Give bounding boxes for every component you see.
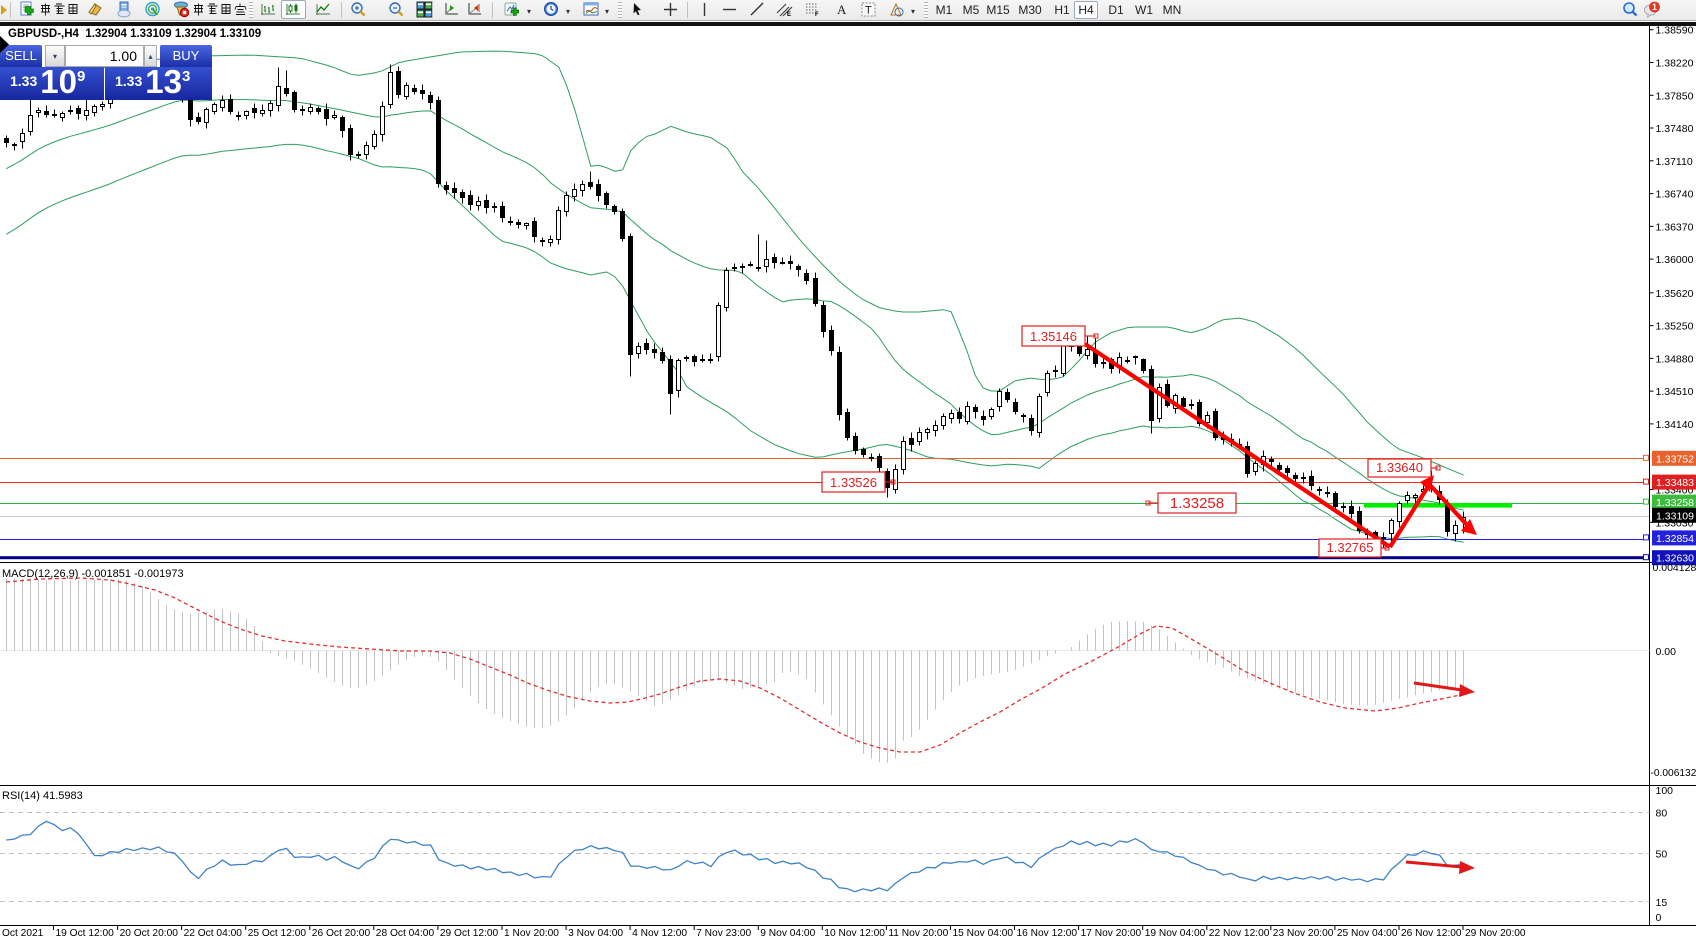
svg-text:MACD(12,26,9) -0.001851 -0.001: MACD(12,26,9) -0.001851 -0.001973	[2, 568, 184, 580]
svg-text:100: 100	[1656, 785, 1674, 797]
svg-text:0.004128: 0.004128	[1653, 562, 1696, 574]
svg-text:1.36370: 1.36370	[1656, 221, 1694, 233]
svg-text:23 Nov 20:00: 23 Nov 20:00	[1273, 928, 1334, 939]
svg-text:RSI(14) 41.5983: RSI(14) 41.5983	[2, 790, 83, 802]
svg-text:E: E	[787, 12, 791, 18]
svg-text:22 Nov 12:00: 22 Nov 12:00	[1209, 928, 1270, 939]
svg-text:50: 50	[1656, 849, 1668, 861]
svg-text:26 Nov 12:00: 26 Nov 12:00	[1401, 928, 1462, 939]
svg-text:3 Nov 04:00: 3 Nov 04:00	[568, 928, 623, 939]
svg-text:T: T	[865, 5, 872, 17]
svg-text:25 Oct 12:00: 25 Oct 12:00	[248, 928, 307, 939]
svg-text:A: A	[837, 2, 847, 17]
svg-text:0: 0	[1656, 912, 1662, 924]
svg-text:19 Oct 12:00: 19 Oct 12:00	[56, 928, 115, 939]
svg-text:7 Nov 23:00: 7 Nov 23:00	[696, 928, 751, 939]
svg-text:11 Nov 20:00: 11 Nov 20:00	[888, 928, 948, 939]
svg-text:1.35146: 1.35146	[1030, 329, 1077, 344]
svg-text:1.35250: 1.35250	[1656, 321, 1694, 333]
svg-text:1.33752: 1.33752	[1656, 453, 1694, 465]
svg-text:1: 1	[1652, 2, 1657, 12]
svg-text:1.33640: 1.33640	[1376, 460, 1423, 475]
svg-text:1.33258: 1.33258	[1656, 497, 1694, 509]
svg-text:1.35620: 1.35620	[1656, 288, 1694, 300]
svg-text:19 Nov 04:00: 19 Nov 04:00	[1145, 928, 1206, 939]
svg-text:1.37480: 1.37480	[1656, 123, 1694, 135]
svg-text:20 Oct 20:00: 20 Oct 20:00	[120, 928, 179, 939]
svg-text:80: 80	[1656, 808, 1668, 820]
svg-text:28 Oct 04:00: 28 Oct 04:00	[376, 928, 435, 939]
svg-text:16 Nov 12:00: 16 Nov 12:00	[1017, 928, 1078, 939]
svg-text:1.33483: 1.33483	[1656, 477, 1694, 489]
svg-text:1.34880: 1.34880	[1656, 353, 1694, 365]
svg-text:29 Oct 12:00: 29 Oct 12:00	[440, 928, 499, 939]
svg-text:1.32765: 1.32765	[1327, 540, 1374, 555]
svg-text:1.32854: 1.32854	[1656, 533, 1694, 545]
svg-text:1.36740: 1.36740	[1656, 189, 1694, 201]
svg-text:9 Nov 04:00: 9 Nov 04:00	[760, 928, 815, 939]
svg-text:1.32630: 1.32630	[1656, 553, 1694, 565]
svg-text:1 Nov 20:00: 1 Nov 20:00	[504, 928, 559, 939]
svg-text:1.33258: 1.33258	[1170, 495, 1224, 512]
svg-text:1.34140: 1.34140	[1656, 419, 1694, 431]
svg-text:0.00: 0.00	[1656, 646, 1677, 658]
svg-text:17 Nov 20:00: 17 Nov 20:00	[1081, 928, 1142, 939]
svg-text:1.37850: 1.37850	[1656, 90, 1694, 102]
svg-text:F: F	[815, 12, 819, 18]
svg-text:1.37110: 1.37110	[1656, 156, 1693, 168]
svg-text:Oct 2021: Oct 2021	[2, 928, 44, 939]
svg-text:4 Nov 12:00: 4 Nov 12:00	[632, 928, 687, 939]
svg-text:10 Nov 12:00: 10 Nov 12:00	[824, 928, 885, 939]
svg-text:1.38590: 1.38590	[1656, 25, 1694, 37]
svg-text:26 Oct 20:00: 26 Oct 20:00	[312, 928, 371, 939]
svg-text:1.33526: 1.33526	[830, 475, 877, 490]
svg-text:1.34510: 1.34510	[1656, 386, 1694, 398]
svg-text:-0.006132: -0.006132	[1651, 768, 1696, 779]
svg-text:15 Nov 04:00: 15 Nov 04:00	[953, 928, 1014, 939]
svg-text:15: 15	[1656, 897, 1668, 909]
svg-text:1.36000: 1.36000	[1656, 254, 1694, 266]
svg-text:22 Oct 04:00: 22 Oct 04:00	[184, 928, 243, 939]
svg-text:1.38220: 1.38220	[1656, 58, 1694, 70]
svg-text:25 Nov 04:00: 25 Nov 04:00	[1337, 928, 1398, 939]
svg-text:1.33109: 1.33109	[1656, 510, 1694, 522]
svg-text:29 Nov 20:00: 29 Nov 20:00	[1465, 928, 1526, 939]
